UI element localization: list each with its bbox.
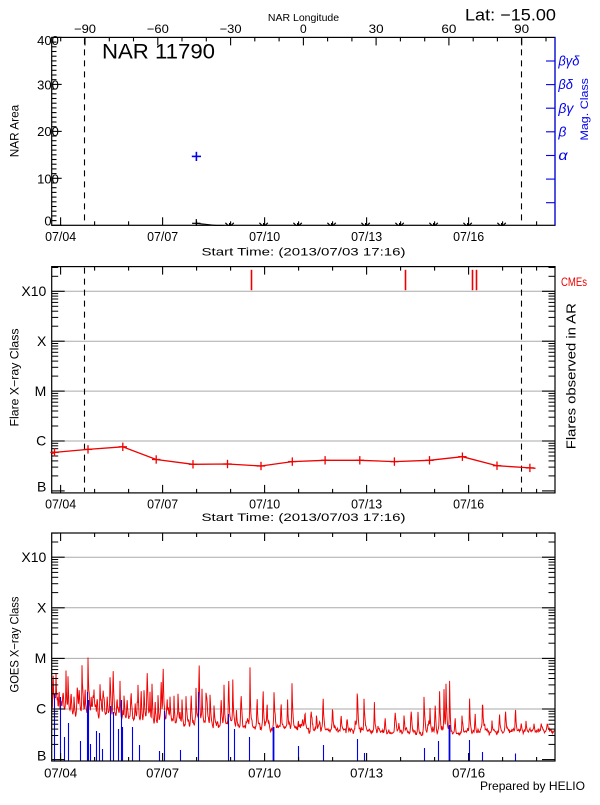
svg-text:Start Time: (2013/07/03 17:16): Start Time: (2013/07/03 17:16)	[202, 246, 406, 258]
svg-text:−30: −30	[220, 22, 242, 36]
svg-text:NAR Area: NAR Area	[10, 104, 22, 157]
svg-text:Flares observed in AR: Flares observed in AR	[565, 303, 579, 449]
svg-text:Prepared by HELIO: Prepared by HELIO	[480, 779, 585, 793]
svg-text:07/10: 07/10	[249, 498, 280, 512]
svg-text:B: B	[37, 747, 46, 763]
svg-text:CMEs: CMEs	[561, 277, 587, 289]
svg-text:X10: X10	[21, 549, 46, 565]
svg-text:X: X	[37, 333, 47, 349]
svg-text:βδ: βδ	[557, 77, 573, 92]
svg-text:NAR 11790: NAR 11790	[102, 41, 215, 64]
svg-text:0: 0	[44, 214, 51, 229]
svg-text:07/04: 07/04	[44, 765, 77, 780]
svg-text:60: 60	[441, 22, 456, 36]
svg-text:07/16: 07/16	[452, 765, 485, 780]
svg-text:M: M	[35, 650, 47, 666]
svg-text:07/07: 07/07	[146, 765, 179, 780]
svg-text:07/16: 07/16	[453, 230, 484, 244]
svg-text:300: 300	[37, 78, 59, 93]
svg-text:90: 90	[514, 22, 529, 36]
svg-text:−60: −60	[147, 22, 169, 36]
svg-text:100: 100	[37, 172, 59, 187]
svg-text:07/13: 07/13	[351, 230, 382, 244]
svg-text:Lat: −15.00: Lat: −15.00	[465, 6, 556, 24]
svg-text:M: M	[35, 383, 47, 399]
svg-text:07/16: 07/16	[453, 498, 484, 512]
svg-text:X10: X10	[21, 283, 46, 299]
svg-text:X: X	[37, 600, 47, 616]
svg-text:C: C	[36, 433, 46, 449]
svg-text:07/10: 07/10	[248, 765, 281, 780]
svg-text:B: B	[37, 479, 46, 495]
svg-text:07/07: 07/07	[147, 230, 178, 244]
svg-text:07/04: 07/04	[45, 230, 76, 244]
svg-text:07/13: 07/13	[351, 498, 382, 512]
svg-text:C: C	[36, 701, 46, 717]
svg-text:Start Time: (2013/07/03 17:16): Start Time: (2013/07/03 17:16)	[202, 512, 406, 524]
svg-text:07/10: 07/10	[249, 230, 280, 244]
svg-text:α: α	[558, 148, 569, 163]
svg-text:Flare X−ray Class: Flare X−ray Class	[10, 328, 22, 426]
svg-text:07/13: 07/13	[350, 765, 383, 780]
svg-text:0: 0	[300, 22, 307, 36]
svg-text:07/04: 07/04	[45, 498, 76, 512]
svg-text:βγ: βγ	[557, 101, 574, 116]
svg-text:GOES X−ray Class: GOES X−ray Class	[10, 596, 22, 692]
svg-text:βγδ: βγδ	[557, 54, 579, 69]
svg-text:30: 30	[369, 22, 384, 36]
svg-text:NAR Longitude: NAR Longitude	[268, 12, 339, 24]
svg-text:Mag. Class: Mag. Class	[579, 77, 591, 140]
svg-text:200: 200	[37, 124, 59, 139]
svg-text:−90: −90	[74, 22, 96, 36]
svg-text:07/07: 07/07	[147, 498, 178, 512]
svg-text:β: β	[557, 124, 566, 139]
svg-text:400: 400	[37, 33, 59, 48]
